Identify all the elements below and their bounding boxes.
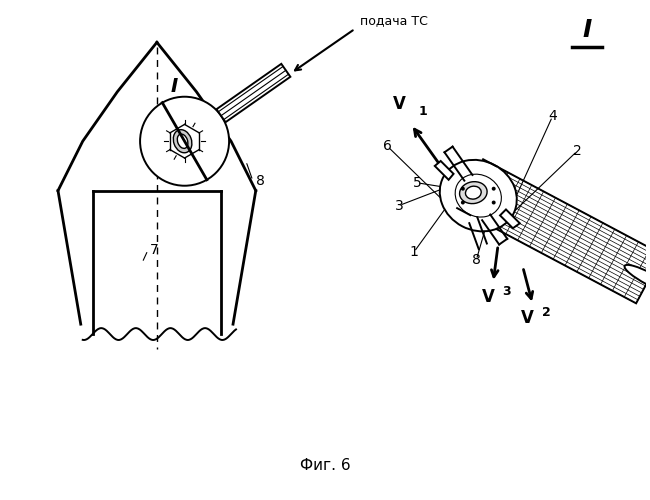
Text: 7: 7	[150, 243, 159, 257]
Text: 2: 2	[573, 144, 582, 158]
Text: 2: 2	[541, 306, 551, 320]
Circle shape	[461, 186, 465, 190]
Text: 1: 1	[419, 106, 428, 118]
Text: 3: 3	[502, 284, 511, 298]
Text: 1: 1	[410, 245, 419, 259]
Text: подача ТС: подача ТС	[360, 14, 428, 28]
Circle shape	[140, 96, 229, 186]
Ellipse shape	[625, 265, 650, 293]
Ellipse shape	[174, 130, 192, 153]
Polygon shape	[500, 210, 520, 228]
Text: V: V	[482, 288, 495, 306]
Circle shape	[491, 200, 496, 204]
Text: 8: 8	[472, 253, 481, 267]
Text: 4: 4	[548, 110, 557, 124]
Polygon shape	[470, 166, 650, 304]
Ellipse shape	[465, 186, 481, 199]
Text: 5: 5	[413, 176, 421, 190]
Ellipse shape	[440, 160, 517, 232]
Text: Фиг. 6: Фиг. 6	[300, 458, 350, 473]
Text: V: V	[521, 310, 534, 328]
Text: 3: 3	[395, 198, 404, 212]
Text: 6: 6	[383, 139, 392, 153]
Text: V: V	[393, 94, 406, 112]
Polygon shape	[216, 64, 291, 122]
Ellipse shape	[177, 134, 188, 148]
Text: I: I	[171, 78, 178, 96]
Circle shape	[491, 186, 496, 190]
Polygon shape	[435, 161, 454, 180]
Ellipse shape	[460, 182, 487, 204]
Text: I: I	[582, 18, 592, 42]
Text: 8: 8	[256, 174, 265, 188]
Circle shape	[461, 200, 465, 204]
